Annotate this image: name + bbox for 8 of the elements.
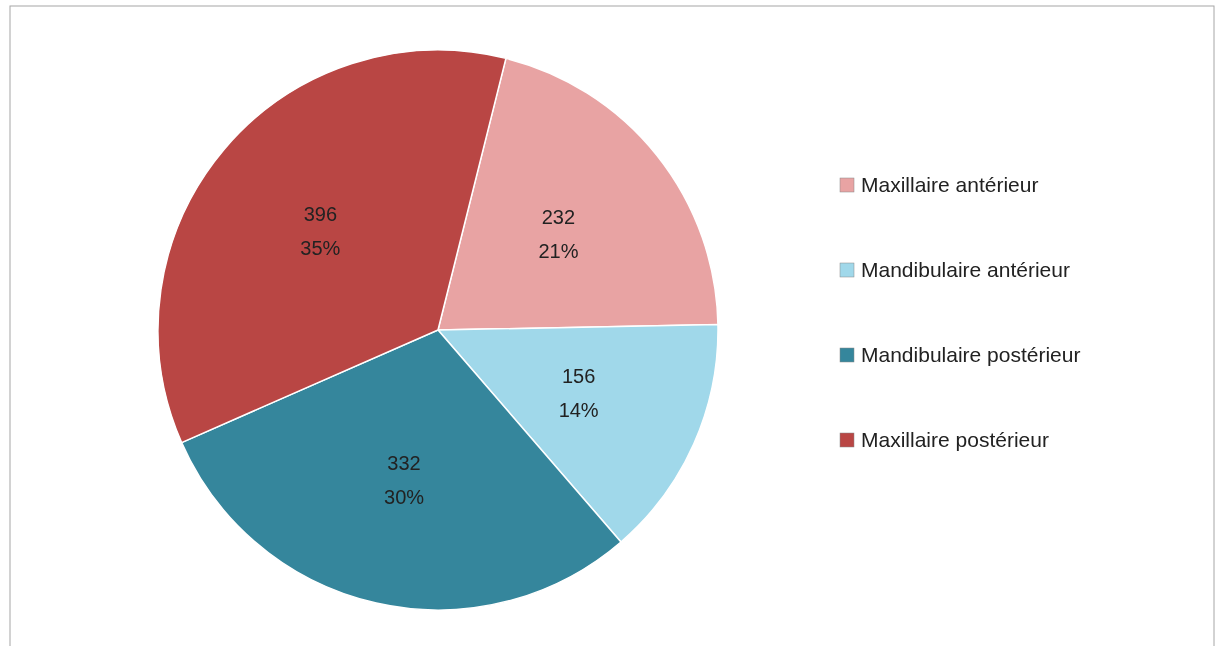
data-label: 396 35% — [300, 202, 341, 259]
data-label: 156 14% — [558, 364, 599, 421]
data-label: 332 30% — [384, 452, 425, 509]
legend-label: Mandibulaire antérieur — [861, 258, 1070, 281]
data-label: 232 21% — [538, 206, 579, 263]
legend-label: Maxillaire postérieur — [861, 428, 1049, 451]
legend-label: Maxillaire antérieur — [861, 173, 1039, 196]
legend-label: Mandibulaire postérieur — [861, 343, 1081, 366]
